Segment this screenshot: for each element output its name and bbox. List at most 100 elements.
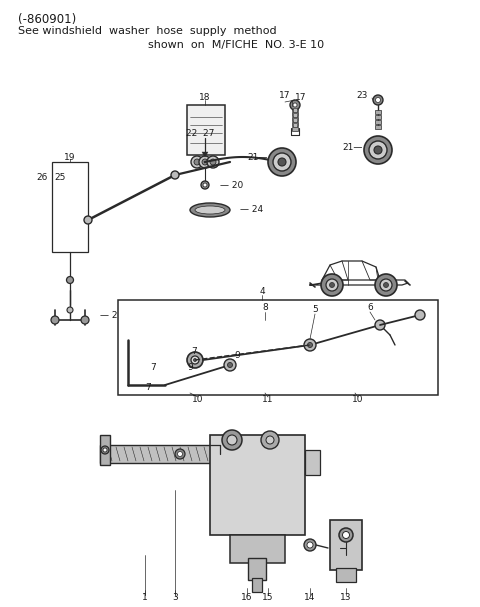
Text: 1: 1 <box>142 594 148 603</box>
Circle shape <box>321 274 343 296</box>
Circle shape <box>175 449 185 459</box>
Circle shape <box>171 171 179 179</box>
Bar <box>252 578 262 592</box>
Bar <box>292 117 298 121</box>
Bar <box>118 300 438 395</box>
Text: 16: 16 <box>241 594 253 603</box>
Circle shape <box>194 159 200 165</box>
Circle shape <box>202 159 208 165</box>
Circle shape <box>222 430 242 450</box>
Circle shape <box>81 316 89 324</box>
Circle shape <box>343 532 349 538</box>
Text: 9: 9 <box>187 364 193 373</box>
Circle shape <box>67 277 73 283</box>
Text: 26: 26 <box>36 174 48 183</box>
Circle shape <box>290 100 300 110</box>
Text: 4: 4 <box>259 288 265 296</box>
Text: 14: 14 <box>304 594 316 603</box>
Circle shape <box>178 452 182 456</box>
Text: 13: 13 <box>340 594 352 603</box>
Circle shape <box>273 153 291 171</box>
Circle shape <box>266 436 274 444</box>
Circle shape <box>193 359 196 362</box>
Circle shape <box>373 95 383 105</box>
Circle shape <box>103 448 107 452</box>
Circle shape <box>51 316 59 324</box>
Circle shape <box>207 156 219 168</box>
Bar <box>230 535 285 563</box>
Circle shape <box>191 156 203 168</box>
Circle shape <box>326 279 338 291</box>
Text: 10: 10 <box>192 396 204 404</box>
Bar <box>293 118 297 122</box>
Text: 8: 8 <box>262 304 268 313</box>
Circle shape <box>224 359 236 371</box>
Circle shape <box>307 542 313 548</box>
Text: 5: 5 <box>312 305 318 314</box>
Circle shape <box>375 98 381 103</box>
Polygon shape <box>202 152 208 157</box>
Text: 21—: 21— <box>248 154 268 163</box>
Text: 22  27: 22 27 <box>186 129 214 138</box>
Bar <box>293 108 297 112</box>
Bar <box>292 107 298 111</box>
Text: 7: 7 <box>191 347 197 356</box>
Circle shape <box>329 282 335 288</box>
Bar <box>292 122 298 126</box>
Text: 21—: 21— <box>343 143 363 152</box>
Text: 6: 6 <box>367 304 373 313</box>
Bar <box>375 125 381 129</box>
Circle shape <box>380 279 392 291</box>
Bar <box>187 105 225 155</box>
Circle shape <box>187 352 203 368</box>
Text: 7: 7 <box>145 384 151 393</box>
Circle shape <box>228 362 232 367</box>
Circle shape <box>384 282 388 288</box>
Bar <box>100 435 110 465</box>
Text: 7: 7 <box>150 364 156 373</box>
Bar <box>293 123 297 127</box>
Text: 19: 19 <box>64 152 76 161</box>
Circle shape <box>210 159 216 165</box>
Circle shape <box>304 339 316 351</box>
Circle shape <box>375 320 385 330</box>
Circle shape <box>101 446 109 454</box>
Bar <box>375 120 381 124</box>
Bar <box>293 113 297 117</box>
Text: 25: 25 <box>54 174 65 183</box>
Circle shape <box>308 342 312 347</box>
Text: — 24: — 24 <box>240 206 263 214</box>
Circle shape <box>199 156 211 168</box>
Text: 18: 18 <box>199 93 211 103</box>
Text: (-860901): (-860901) <box>18 13 76 26</box>
Bar <box>375 115 381 119</box>
Text: 15: 15 <box>262 594 274 603</box>
Circle shape <box>304 539 316 551</box>
Text: 3: 3 <box>172 594 178 603</box>
Text: 10: 10 <box>352 396 364 404</box>
Bar <box>52 162 88 252</box>
Circle shape <box>227 435 237 445</box>
Bar <box>330 520 362 570</box>
Text: 17: 17 <box>295 92 307 101</box>
Bar <box>292 127 298 131</box>
Text: shown  on  M/FICHE  NO. 3-E 10: shown on M/FICHE NO. 3-E 10 <box>148 40 324 50</box>
Text: — 20: — 20 <box>220 180 243 189</box>
Text: 17: 17 <box>278 92 290 101</box>
Bar <box>336 568 356 582</box>
Text: 9: 9 <box>234 350 240 359</box>
Bar <box>305 450 320 475</box>
Circle shape <box>67 307 73 313</box>
Circle shape <box>415 310 425 320</box>
Circle shape <box>268 148 296 176</box>
Circle shape <box>369 141 387 159</box>
Circle shape <box>261 431 279 449</box>
Ellipse shape <box>190 203 230 217</box>
Circle shape <box>375 274 397 296</box>
Circle shape <box>201 181 209 189</box>
Bar <box>210 435 305 535</box>
Bar <box>248 558 266 580</box>
Text: See windshield  washer  hose  supply  method: See windshield washer hose supply method <box>18 26 276 36</box>
Text: 23: 23 <box>357 90 368 100</box>
Circle shape <box>278 158 286 166</box>
